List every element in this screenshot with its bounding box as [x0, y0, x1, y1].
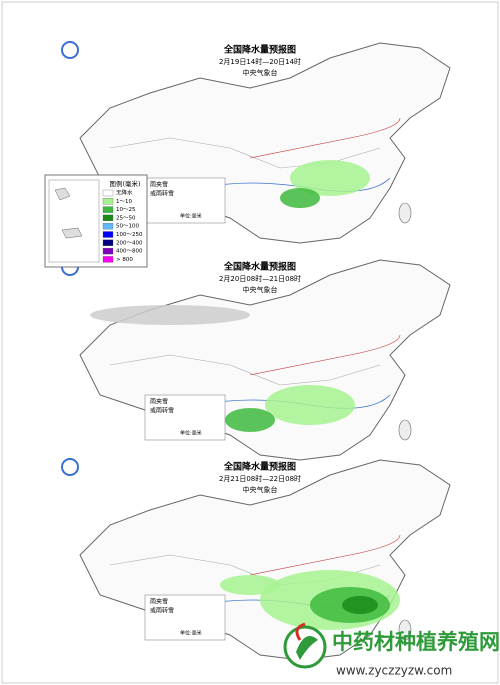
legend-label: > 800 [116, 257, 133, 263]
legend-label: 无降水 [116, 189, 133, 197]
rain-area [342, 596, 378, 614]
map-title: 全国降水量预报图 [223, 461, 296, 473]
map-time: 2月20日08时—21日08时 [219, 274, 301, 283]
rain-area [225, 408, 275, 432]
map-agency: 中央气象台 [243, 68, 278, 77]
legend-label: 25～50 [116, 215, 136, 221]
snow-sleet: 雨夹雪 [150, 181, 168, 189]
legend-swatch [102, 206, 114, 213]
watermark: 中药材种植养殖网 www.zyczzyzw.com [283, 622, 500, 678]
legend-label: 200～400 [116, 240, 143, 246]
rain-area [280, 188, 320, 208]
legend-swatch [102, 239, 114, 246]
map-title: 全国降水量预报图 [223, 261, 296, 273]
cma-logo [61, 41, 79, 59]
legend-label: 10～25 [116, 207, 136, 213]
legend-swatch [102, 247, 114, 255]
snow-unit: 单位:毫米 [180, 430, 202, 437]
snow-rain-to-snow: 或雨转雪 [150, 407, 174, 415]
legend-swatch [102, 189, 114, 197]
legend-label: 1～10 [116, 199, 132, 205]
legend-title: 图例(毫米) [109, 179, 140, 188]
watermark-url: www.zyczzyzw.com [336, 664, 452, 678]
snow-unit: 单位:毫米 [180, 630, 202, 637]
snow-rain-to-snow: 或雨转雪 [150, 190, 174, 198]
legend-box: 图例(毫米) 无降水 1～10 10～25 25～50 50～100 100～250 200… [44, 174, 148, 268]
rain-area [90, 305, 250, 325]
legend-label: 100～250 [116, 232, 143, 238]
watermark-name: 中药材种植养殖网 [332, 630, 500, 654]
rain-area [265, 385, 355, 425]
legend-label: 400～800 [116, 249, 143, 255]
snow-unit: 单位:毫米 [180, 213, 202, 220]
legend-swatch [102, 198, 114, 205]
snow-sleet: 雨夹雪 [150, 398, 168, 406]
snow-legend-box [144, 177, 226, 224]
legend-swatch [102, 231, 114, 238]
legend-swatch [102, 223, 114, 230]
snow-legend-box [144, 394, 226, 441]
map-time: 2月21日08时—22日08时 [219, 474, 301, 483]
map-agency: 中央气象台 [243, 285, 278, 294]
snow-rain-to-snow: 或雨转雪 [150, 607, 174, 615]
map-title: 全国降水量预报图 [223, 44, 296, 56]
legend-label: 50～100 [116, 224, 139, 230]
legend-swatch [102, 256, 114, 263]
legend-swatch [102, 214, 114, 222]
rain-area [290, 160, 370, 196]
snow-sleet: 雨夹雪 [150, 598, 168, 606]
map-time: 2月19日14时—20日14时 [219, 57, 301, 66]
rain-area [220, 575, 280, 595]
snow-legend-box [144, 594, 226, 641]
cma-logo [61, 458, 79, 476]
map-agency: 中央气象台 [243, 485, 278, 494]
